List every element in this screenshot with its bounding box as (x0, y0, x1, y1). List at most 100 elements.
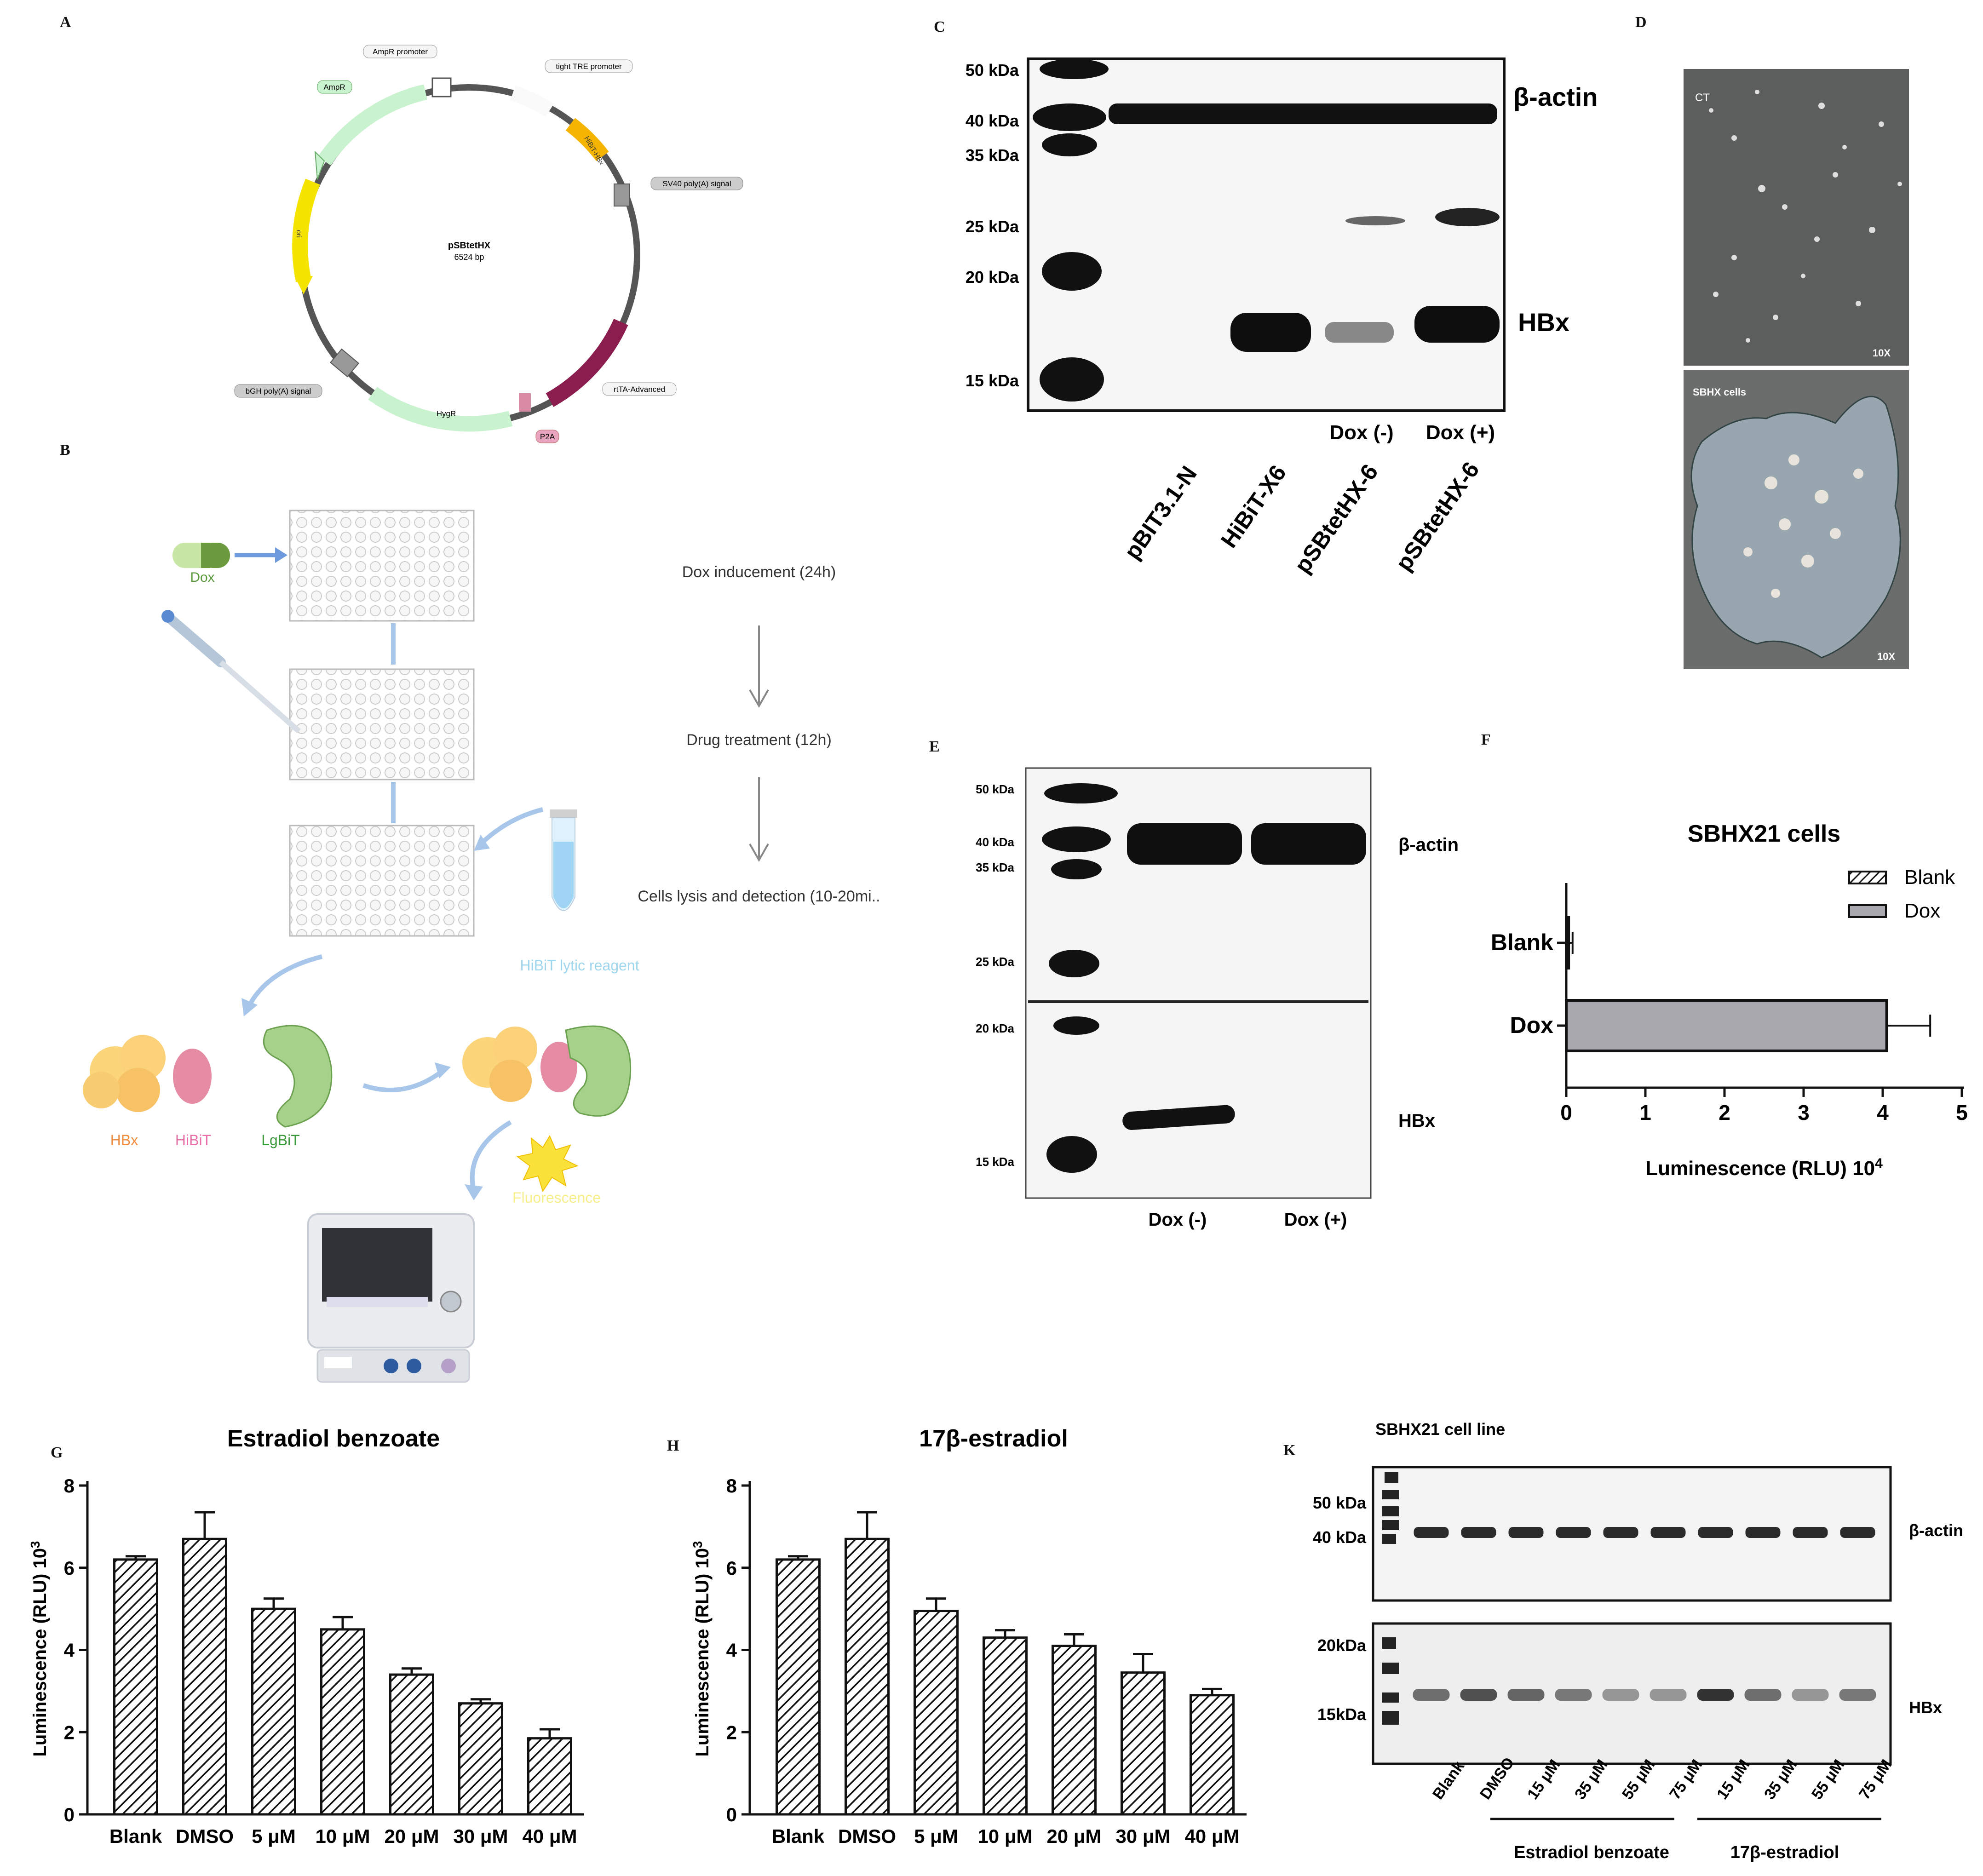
chart-g-ytick-label: 0 (64, 1804, 75, 1825)
step-3-text: Cells lysis and detection (10-20mi.. (638, 888, 880, 905)
chart-g-bar (389, 1673, 434, 1816)
label-hygr: HygR (437, 409, 456, 418)
blot-k: SBHX21 cell line 50 kDa 40 kDa 20kDa 15k… (1313, 1420, 1963, 1862)
chart-h-ylabel: Luminescence (RLU) 103 (690, 1541, 713, 1756)
chart-f-title: SBHX21 cells (1688, 820, 1840, 847)
tre-promoter-feature (510, 85, 554, 117)
blot-k-marker-20: 20kDa (1317, 1636, 1367, 1655)
panel-label-f: F (1481, 731, 1491, 748)
chart-g-category-label: 5 μM (252, 1825, 296, 1847)
plasmid-map: pSBtetHX 6524 bp AmpR promoter tight TRE… (234, 45, 743, 443)
blot-k-hbx-band (1839, 1689, 1876, 1701)
blot-k-actin-band (1556, 1527, 1591, 1538)
blot-c-hbx-band-2 (1414, 306, 1500, 343)
chart-f-legend-swatch-blank (1848, 871, 1887, 884)
bgh-feature (329, 348, 360, 378)
micro-d-top-label: CT (1695, 92, 1710, 104)
blot-k-actin-band (1603, 1527, 1638, 1538)
blot-k-actin-band (1745, 1527, 1781, 1538)
blot-e-marker-25: 25 kDa (976, 955, 1014, 969)
blot-e: 50 kDa 40 kDa 35 kDa 25 kDa 20 kDa 15 kD… (976, 767, 1459, 1230)
blot-c-lane-1: pBIT3.1-N (1119, 461, 1202, 564)
blot-k-hbx-band (1744, 1689, 1782, 1701)
blot-e-hbx-label: HBx (1398, 1111, 1435, 1131)
ori-feature (292, 178, 320, 282)
blot-k-actin-label: β-actin (1909, 1521, 1963, 1540)
blot-k-hbx-band (1413, 1689, 1450, 1701)
panel-label-b: B (60, 442, 70, 459)
blot-c-cond-1: Dox (-) (1329, 421, 1393, 444)
blot-c-marker-50: 50 kDa (966, 61, 1019, 80)
well-plate-2 (289, 668, 475, 780)
chart-g-bar (251, 1607, 296, 1816)
hbx-protein-icon (83, 1035, 166, 1112)
chart-f-bar (1565, 916, 1570, 970)
blot-k-actin-band (1793, 1527, 1828, 1538)
blot-c-hbx-band-1 (1230, 313, 1311, 352)
chart-g-ytick-label: 4 (64, 1640, 75, 1661)
chart-f-xtick-label: 5 (1956, 1101, 1968, 1124)
blot-e-actin-band-1 (1127, 823, 1242, 865)
ampr-feature (317, 84, 427, 166)
well-plate-1 (289, 510, 475, 622)
well-plate-3 (289, 825, 475, 937)
blot-k-title: SBHX21 cell line (1375, 1420, 1505, 1439)
blot-c-actin-label: β-actin (1513, 82, 1598, 111)
panel-label-k: K (1283, 1442, 1296, 1459)
blot-k-actin-band (1461, 1527, 1496, 1538)
chart-h-title: 17β-estradiol (919, 1425, 1068, 1452)
blot-k-hbx-band (1602, 1689, 1639, 1701)
chart-g-bar (182, 1538, 227, 1816)
microscopy-d: CT 10X SBHX cells 10X (1684, 69, 1909, 669)
label-ori: ori (295, 230, 303, 238)
lgbit-icon (263, 1025, 333, 1128)
blot-e-lane-2: Dox (+) (1284, 1210, 1347, 1230)
blot-k-actin-band (1508, 1527, 1544, 1538)
blot-c-hbx-label: HBx (1518, 308, 1569, 337)
chart-f-xtick-label: 2 (1719, 1101, 1730, 1124)
chart-g-category-label: 20 μM (384, 1825, 439, 1847)
chart-f-xlabel: Luminescence (RLU) 104 (1645, 1156, 1883, 1180)
chart-g-category-label: 10 μM (315, 1825, 370, 1847)
fluorescence-label: Fluorescence (512, 1189, 601, 1206)
chart-g-category-label: Blank (109, 1825, 162, 1847)
blot-e-marker-40: 40 kDa (976, 835, 1014, 849)
chart-h-category-label: 20 μM (1046, 1825, 1101, 1847)
label-ampr-promoter: AmpR promoter (373, 47, 428, 56)
chart-f-category-label: Blank (1491, 929, 1553, 955)
chart-h-ytick-label: 0 (726, 1804, 737, 1825)
hibit-label: HiBiT (175, 1132, 211, 1148)
panel-label-c: C (934, 18, 945, 35)
chart-g-bar (320, 1628, 365, 1816)
panel-label-h: H (667, 1437, 679, 1454)
fluorescence-icon (516, 1135, 579, 1193)
p2a-feature (519, 393, 531, 412)
chart-h-category-label: 5 μM (914, 1825, 958, 1847)
blot-e-marker-50: 50 kDa (976, 782, 1014, 796)
blot-c-marker-25: 25 kDa (966, 217, 1019, 236)
rtetr-feature (546, 318, 628, 407)
blot-k-hbx-band (1555, 1689, 1592, 1701)
blot-e-hbx-band (1122, 1105, 1235, 1130)
chart-f: SBHX21 cells Blank Dox 0 1 2 3 4 5 Blank Dox Lu… (1491, 820, 1968, 1180)
complex-icon (462, 1025, 632, 1117)
label-sv40: SV40 poly(A) signal (662, 179, 731, 188)
chart-h-bar (845, 1538, 890, 1816)
chart-g-ytick-label: 8 (64, 1475, 75, 1497)
hibit-hbx-feature (565, 118, 609, 161)
chart-g-category-label: 40 μM (522, 1825, 577, 1847)
label-p2a: P2A (540, 432, 555, 441)
blot-e-lane-1: Dox (-) (1149, 1210, 1207, 1230)
chart-h-category-label: Blank (772, 1825, 825, 1847)
chart-g-ytick-label: 2 (64, 1721, 75, 1743)
blot-c-marker-15: 15 kDa (966, 371, 1019, 390)
blot-k-hbx-label: HBx (1909, 1698, 1942, 1717)
blot-k-hbx-band (1792, 1689, 1829, 1701)
chart-h-bar (1121, 1671, 1166, 1816)
panel-label-d: D (1635, 14, 1647, 31)
sv40-feature (614, 184, 630, 207)
blot-k-marker-15: 15kDa (1317, 1705, 1367, 1724)
chart-h: 17β-estradiol Luminescence (RLU) 103 0 2 4… (690, 1425, 1247, 1847)
dox-pill-icon (172, 543, 230, 568)
blot-k-actin-band (1840, 1527, 1875, 1538)
